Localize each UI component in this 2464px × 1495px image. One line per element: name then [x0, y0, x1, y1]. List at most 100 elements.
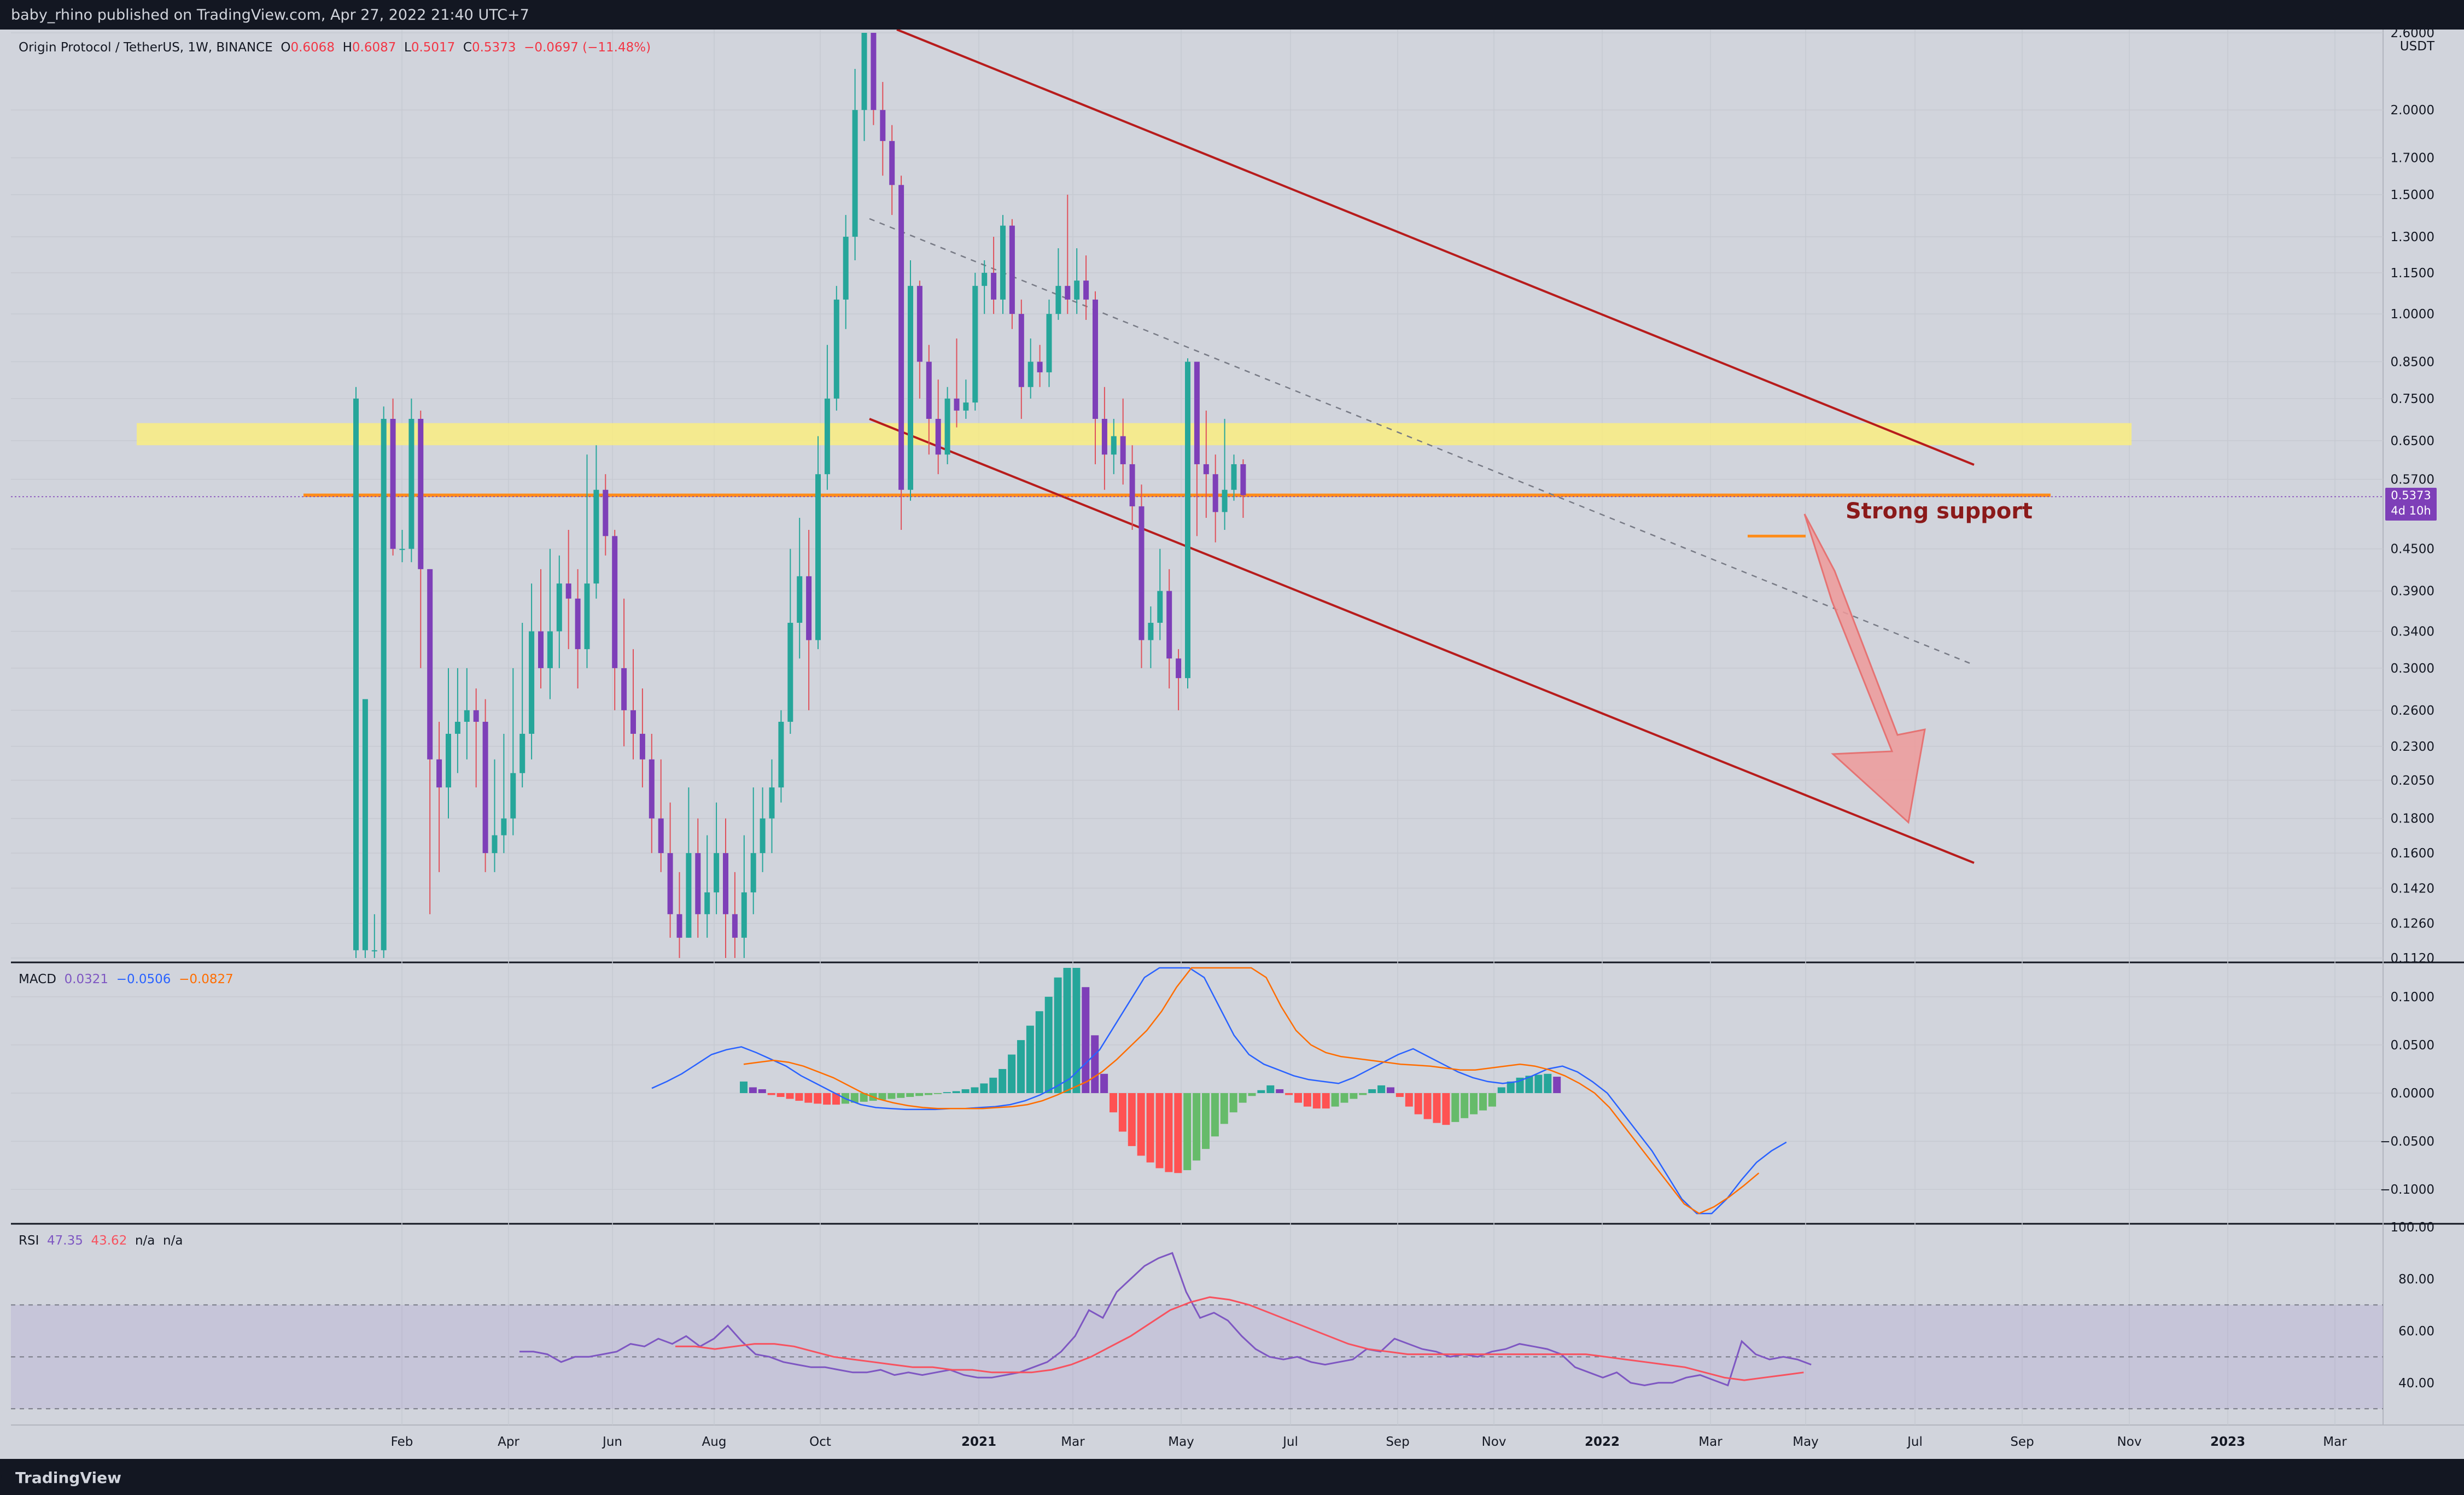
macd-histogram-bar	[999, 1068, 1007, 1093]
macd-histogram-bar	[925, 1093, 932, 1095]
macd-histogram-bar	[897, 1093, 905, 1098]
price-tick-label: 0.1260	[2391, 917, 2434, 931]
macd-histogram-bar	[1155, 1093, 1164, 1169]
price-tick-label: 0.5700	[2391, 473, 2434, 487]
candle-body	[1074, 281, 1080, 300]
price-axis[interactable]: 2.6000 2.0000 1.7000 1.5000 1.3000 1.1500 1.00…	[2391, 30, 2435, 966]
candle-body	[916, 285, 922, 362]
candle-body	[436, 759, 442, 788]
price-tick-label: 0.1600	[2391, 846, 2434, 861]
candle-body	[1037, 361, 1043, 372]
publisher-bar: baby_rhino published on TradingView.com,…	[0, 0, 2464, 30]
candle-body	[538, 631, 544, 668]
macd-tick-label: 0.0500	[2391, 1038, 2434, 1053]
down-arrow	[1803, 513, 1926, 824]
candle-body	[1176, 658, 1182, 679]
price-tick-label: 1.7000	[2391, 151, 2434, 166]
rsi-ma-value: 43.62	[91, 1234, 127, 1248]
price-tick-label: 0.2050	[2391, 774, 2434, 788]
macd-histogram-bar	[1525, 1076, 1533, 1093]
macd-histogram-bar	[1350, 1093, 1358, 1099]
macd-line-value: −0.0506	[116, 972, 171, 986]
price-tick-label: 0.2600	[2391, 704, 2434, 718]
price-tick-label: 0.1420	[2391, 881, 2434, 896]
candle-body	[418, 419, 424, 569]
candle-body	[676, 914, 682, 938]
macd-histogram-bar	[1294, 1093, 1302, 1103]
change-value: −0.0697 (−11.48%)	[524, 40, 651, 55]
resistance-zone	[137, 423, 2132, 446]
candle-body	[446, 733, 451, 788]
candle-body	[704, 892, 710, 914]
price-tick-label: 2.0000	[2391, 103, 2434, 118]
candle-body	[954, 398, 960, 411]
candle-body	[806, 576, 812, 640]
macd-histogram-bar	[749, 1087, 757, 1093]
rsi-legend[interactable]: RSI 47.35 43.62 n/a n/a	[19, 1234, 183, 1248]
candle-body	[824, 398, 830, 475]
candle-body	[889, 141, 895, 185]
candle-body	[593, 489, 599, 584]
macd-histogram-bar	[1285, 1093, 1293, 1095]
macd-pane[interactable]: 0.1000 0.0500 0.0000 −0.0500 −0.1000	[651, 967, 2434, 1214]
macd-histogram-bar	[1276, 1089, 1284, 1093]
macd-histogram-bar	[1183, 1093, 1192, 1170]
macd-histogram-bar	[1359, 1093, 1367, 1095]
macd-histogram-bar	[1082, 987, 1090, 1093]
candle-body	[1093, 299, 1098, 419]
candle-body	[556, 583, 562, 632]
macd-histogram-bar	[1137, 1093, 1145, 1156]
macd-histogram-bar	[1211, 1093, 1219, 1137]
macd-histogram-bar	[915, 1093, 924, 1096]
rsi-pane[interactable]: 100.00 80.00 60.00 40.00	[11, 1220, 2434, 1410]
candle-body	[723, 853, 728, 914]
candle-body	[1046, 314, 1052, 372]
rsi-name: RSI	[19, 1234, 39, 1248]
candle-body	[833, 299, 839, 399]
macd-legend[interactable]: MACD 0.0321 −0.0506 −0.0827	[19, 972, 233, 986]
time-tick-label: Jun	[602, 1435, 622, 1449]
macd-histogram-bar	[887, 1093, 896, 1099]
price-tick-label: 0.1800	[2391, 812, 2434, 826]
tradingview-logo[interactable]: TradingView	[1, 1467, 121, 1488]
macd-histogram-bar	[860, 1093, 868, 1102]
candle-body	[1083, 281, 1089, 300]
macd-histogram-bar	[980, 1083, 988, 1093]
candle-body	[1055, 285, 1061, 314]
macd-histogram-bar	[952, 1091, 960, 1093]
macd-histogram-bar	[740, 1081, 748, 1093]
bar-countdown: 4d 10h	[2391, 504, 2431, 517]
candle-body	[565, 583, 571, 599]
chart-canvas[interactable]: Feb Apr Jun Aug Oct 2021 Mar May Jul Sep Nov 2022 Ma…	[0, 30, 2464, 1459]
symbol-legend[interactable]: Origin Protocol / TetherUS, 1W, BINANCE …	[19, 40, 651, 55]
macd-histogram-bar	[1072, 968, 1081, 1093]
symbol-name: Origin Protocol / TetherUS, 1W, BINANCE	[19, 40, 273, 55]
price-tick-label: 1.0000	[2391, 307, 2434, 322]
candle-body	[982, 272, 988, 286]
candles[interactable]	[353, 33, 1246, 958]
candle-body	[778, 721, 784, 788]
macd-histogram-bar	[1044, 996, 1053, 1093]
candle-body	[1120, 436, 1126, 464]
candle-body	[603, 489, 609, 536]
macd-histogram-bar	[1303, 1093, 1311, 1107]
time-tick-label: Oct	[809, 1435, 831, 1449]
candle-body	[519, 733, 526, 773]
candle-body	[1148, 622, 1154, 640]
time-tick-label: Mar	[1698, 1435, 1723, 1449]
macd-histogram-bar	[850, 1093, 859, 1103]
candle-body	[1000, 225, 1006, 300]
macd-tick-label: 0.0000	[2391, 1087, 2434, 1101]
candle-body	[1027, 361, 1034, 387]
macd-histogram-bar	[1451, 1093, 1459, 1122]
candle-body	[362, 699, 368, 950]
candle-body	[371, 950, 377, 951]
candle-body	[1065, 285, 1071, 300]
price-tick-label: 0.8500	[2391, 355, 2434, 370]
candle-body	[695, 853, 701, 914]
macd-histogram-bar	[1340, 1093, 1348, 1103]
rsi-ma-line	[675, 1296, 1804, 1381]
candle-body	[473, 710, 479, 722]
macd-histogram-bar	[1405, 1093, 1413, 1107]
candle-body	[852, 110, 858, 237]
